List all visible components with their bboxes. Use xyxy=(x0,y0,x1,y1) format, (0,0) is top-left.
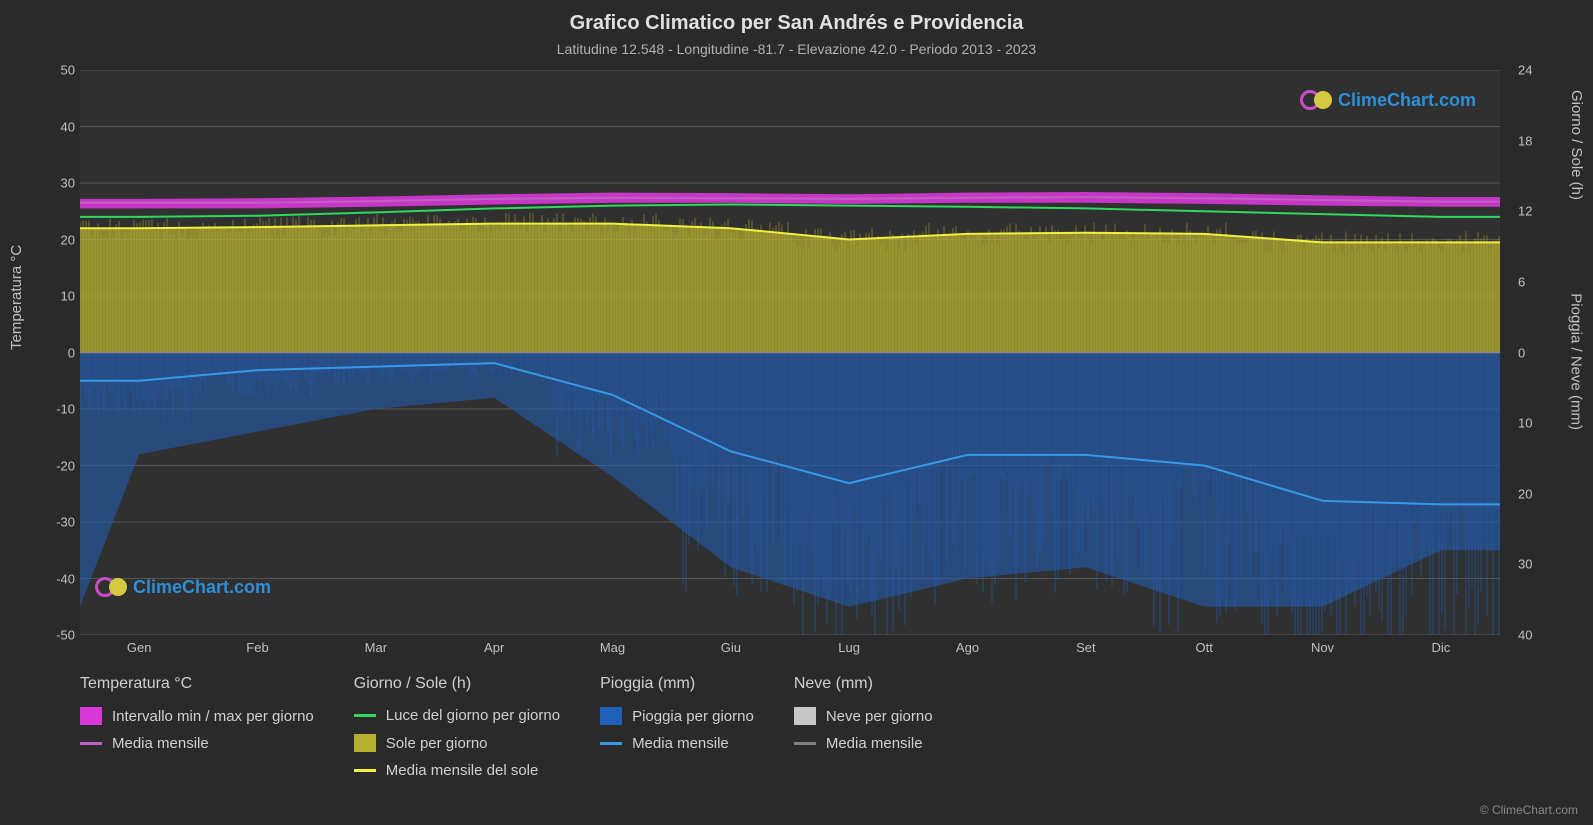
legend-item: Sole per giorno xyxy=(354,734,560,752)
y-tick-right: 6 xyxy=(1518,274,1553,289)
x-tick-month: Dic xyxy=(1431,640,1450,655)
legend-item: Intervallo min / max per giorno xyxy=(80,707,314,725)
y-tick-left: 50 xyxy=(40,63,75,78)
x-tick-month: Feb xyxy=(246,640,268,655)
plot-area xyxy=(80,70,1500,635)
y-tick-left: 20 xyxy=(40,232,75,247)
legend-label: Media mensile xyxy=(112,735,209,752)
legend-swatch xyxy=(794,707,816,725)
x-tick-month: Apr xyxy=(484,640,504,655)
legend-label: Sole per giorno xyxy=(386,735,488,752)
brand-watermark: ClimeChart.com xyxy=(1300,88,1476,112)
legend-header: Neve (mm) xyxy=(794,675,933,693)
x-tick-month: Ott xyxy=(1195,640,1212,655)
x-tick-month: Gen xyxy=(127,640,152,655)
y-tick-left: 40 xyxy=(40,119,75,134)
y-tick-right: 40 xyxy=(1518,628,1553,643)
legend-item: Media mensile xyxy=(80,735,314,752)
legend-item: Neve per giorno xyxy=(794,707,933,725)
legend-label: Media mensile del sole xyxy=(386,762,539,779)
legend-swatch xyxy=(600,742,622,745)
brand-text: ClimeChart.com xyxy=(133,577,271,598)
x-tick-month: Mar xyxy=(365,640,387,655)
y-tick-left: -20 xyxy=(40,458,75,473)
y-tick-left: -40 xyxy=(40,571,75,586)
chart-subtitle: Latitudine 12.548 - Longitudine -81.7 - … xyxy=(0,35,1593,57)
y-tick-right: 20 xyxy=(1518,486,1553,501)
y-tick-right: 18 xyxy=(1518,133,1553,148)
chart-title: Grafico Climatico per San Andrés e Provi… xyxy=(0,0,1593,35)
brand-watermark: ClimeChart.com xyxy=(95,575,271,599)
brand-logo-icon xyxy=(95,575,127,599)
y-tick-right: 24 xyxy=(1518,63,1553,78)
legend-item: Media mensile xyxy=(600,735,754,752)
legend-item: Media mensile xyxy=(794,735,933,752)
brand-logo-icon xyxy=(1300,88,1332,112)
x-tick-month: Ago xyxy=(956,640,979,655)
x-tick-month: Set xyxy=(1076,640,1096,655)
legend: Temperatura °C Intervallo min / max per g… xyxy=(80,675,1513,779)
brand-text: ClimeChart.com xyxy=(1338,90,1476,111)
legend-swatch xyxy=(794,742,816,745)
y-tick-left: -30 xyxy=(40,515,75,530)
legend-column: Neve (mm) Neve per giorno Media mensile xyxy=(794,675,933,779)
copyright-text: © ClimeChart.com xyxy=(1480,803,1578,817)
legend-header: Pioggia (mm) xyxy=(600,675,754,693)
legend-label: Pioggia per giorno xyxy=(632,708,754,725)
y-tick-right: 0 xyxy=(1518,345,1553,360)
legend-swatch xyxy=(354,714,376,717)
legend-column: Pioggia (mm) Pioggia per giorno Media mens… xyxy=(600,675,754,779)
x-tick-month: Giu xyxy=(721,640,741,655)
legend-label: Neve per giorno xyxy=(826,708,933,725)
legend-swatch xyxy=(354,734,376,752)
y-tick-left: 10 xyxy=(40,289,75,304)
y-tick-left: -50 xyxy=(40,628,75,643)
legend-column: Temperatura °C Intervallo min / max per g… xyxy=(80,675,314,779)
legend-label: Media mensile xyxy=(632,735,729,752)
legend-label: Luce del giorno per giorno xyxy=(386,707,560,724)
y-tick-left: 30 xyxy=(40,176,75,191)
legend-item: Luce del giorno per giorno xyxy=(354,707,560,724)
climate-chart: Grafico Climatico per San Andrés e Provi… xyxy=(0,0,1593,825)
x-tick-month: Mag xyxy=(600,640,625,655)
x-tick-month: Lug xyxy=(838,640,860,655)
legend-item: Media mensile del sole xyxy=(354,762,560,779)
y-axis-left-label: Temperatura °C xyxy=(8,245,25,350)
y-axis-right-top-label: Giorno / Sole (h) xyxy=(1568,90,1585,200)
y-tick-right: 30 xyxy=(1518,557,1553,572)
legend-swatch xyxy=(600,707,622,725)
legend-header: Temperatura °C xyxy=(80,675,314,693)
legend-swatch xyxy=(80,707,102,725)
legend-label: Intervallo min / max per giorno xyxy=(112,708,314,725)
legend-header: Giorno / Sole (h) xyxy=(354,675,560,693)
legend-swatch xyxy=(354,769,376,772)
legend-swatch xyxy=(80,742,102,745)
legend-label: Media mensile xyxy=(826,735,923,752)
y-tick-right: 12 xyxy=(1518,204,1553,219)
y-tick-left: 0 xyxy=(40,345,75,360)
y-tick-left: -10 xyxy=(40,402,75,417)
plot-svg xyxy=(80,70,1500,635)
legend-item: Pioggia per giorno xyxy=(600,707,754,725)
y-axis-right-bottom-label: Pioggia / Neve (mm) xyxy=(1568,293,1585,430)
x-tick-month: Nov xyxy=(1311,640,1334,655)
y-tick-right: 10 xyxy=(1518,416,1553,431)
legend-column: Giorno / Sole (h) Luce del giorno per gio… xyxy=(354,675,560,779)
